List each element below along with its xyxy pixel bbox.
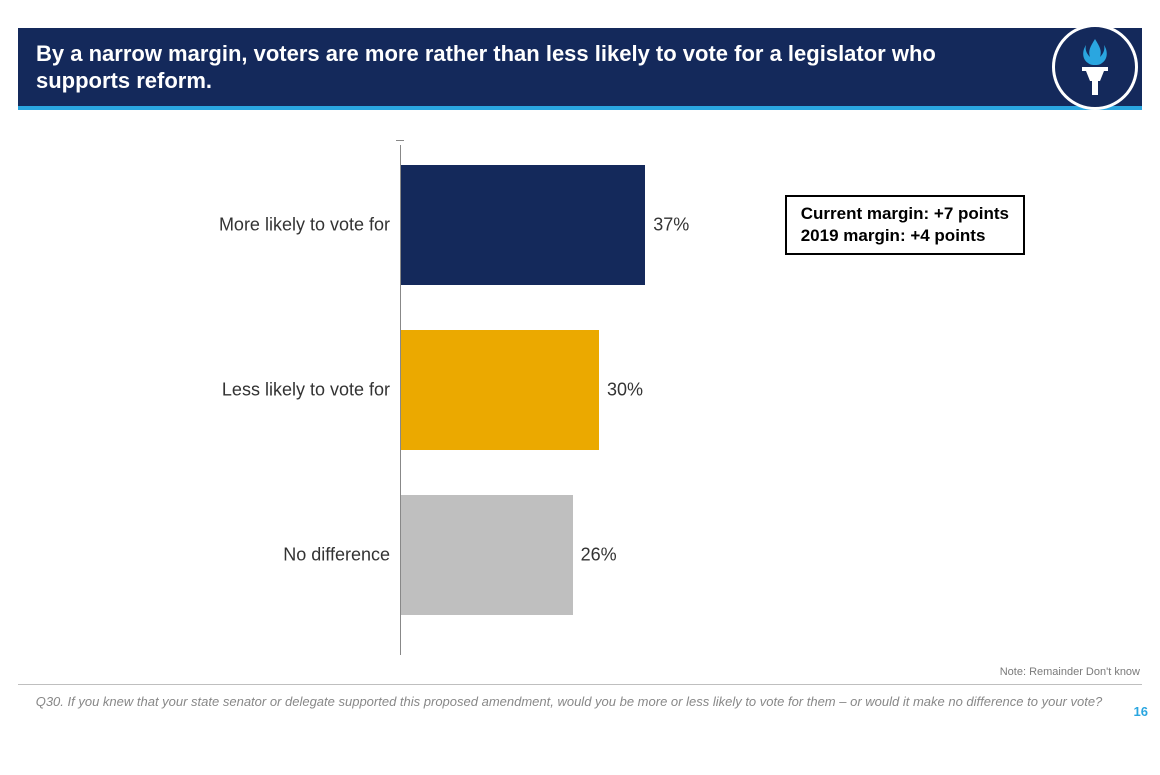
footer-divider [18,684,1142,685]
bar-row: Less likely to vote for 30% [0,330,1160,450]
page-number: 16 [1134,704,1148,719]
header-underline [18,106,1142,110]
torch-icon [1070,37,1120,97]
bar-row: No difference 26% [0,495,1160,615]
axis-tick [396,140,404,141]
bar-label: No difference [0,545,390,566]
footer-question: Q30. If you knew that your state senator… [18,693,1120,711]
bar-value: 37% [653,215,689,236]
bar-value: 30% [607,380,643,401]
org-logo [1052,24,1138,110]
margin-callout: Current margin: +7 points 2019 margin: +… [785,195,1025,255]
margin-line-2019: 2019 margin: +4 points [801,225,1009,247]
margin-line-current: Current margin: +7 points [801,203,1009,225]
bar [401,330,599,450]
bar-label: Less likely to vote for [0,380,390,401]
page-title: By a narrow margin, voters are more rath… [36,40,1032,95]
bar-value: 26% [581,545,617,566]
header-bar: By a narrow margin, voters are more rath… [18,28,1142,106]
bar [401,495,573,615]
bar-label: More likely to vote for [0,215,390,236]
chart-note: Note: Remainder Don't know [1000,666,1140,678]
bar [401,165,645,285]
